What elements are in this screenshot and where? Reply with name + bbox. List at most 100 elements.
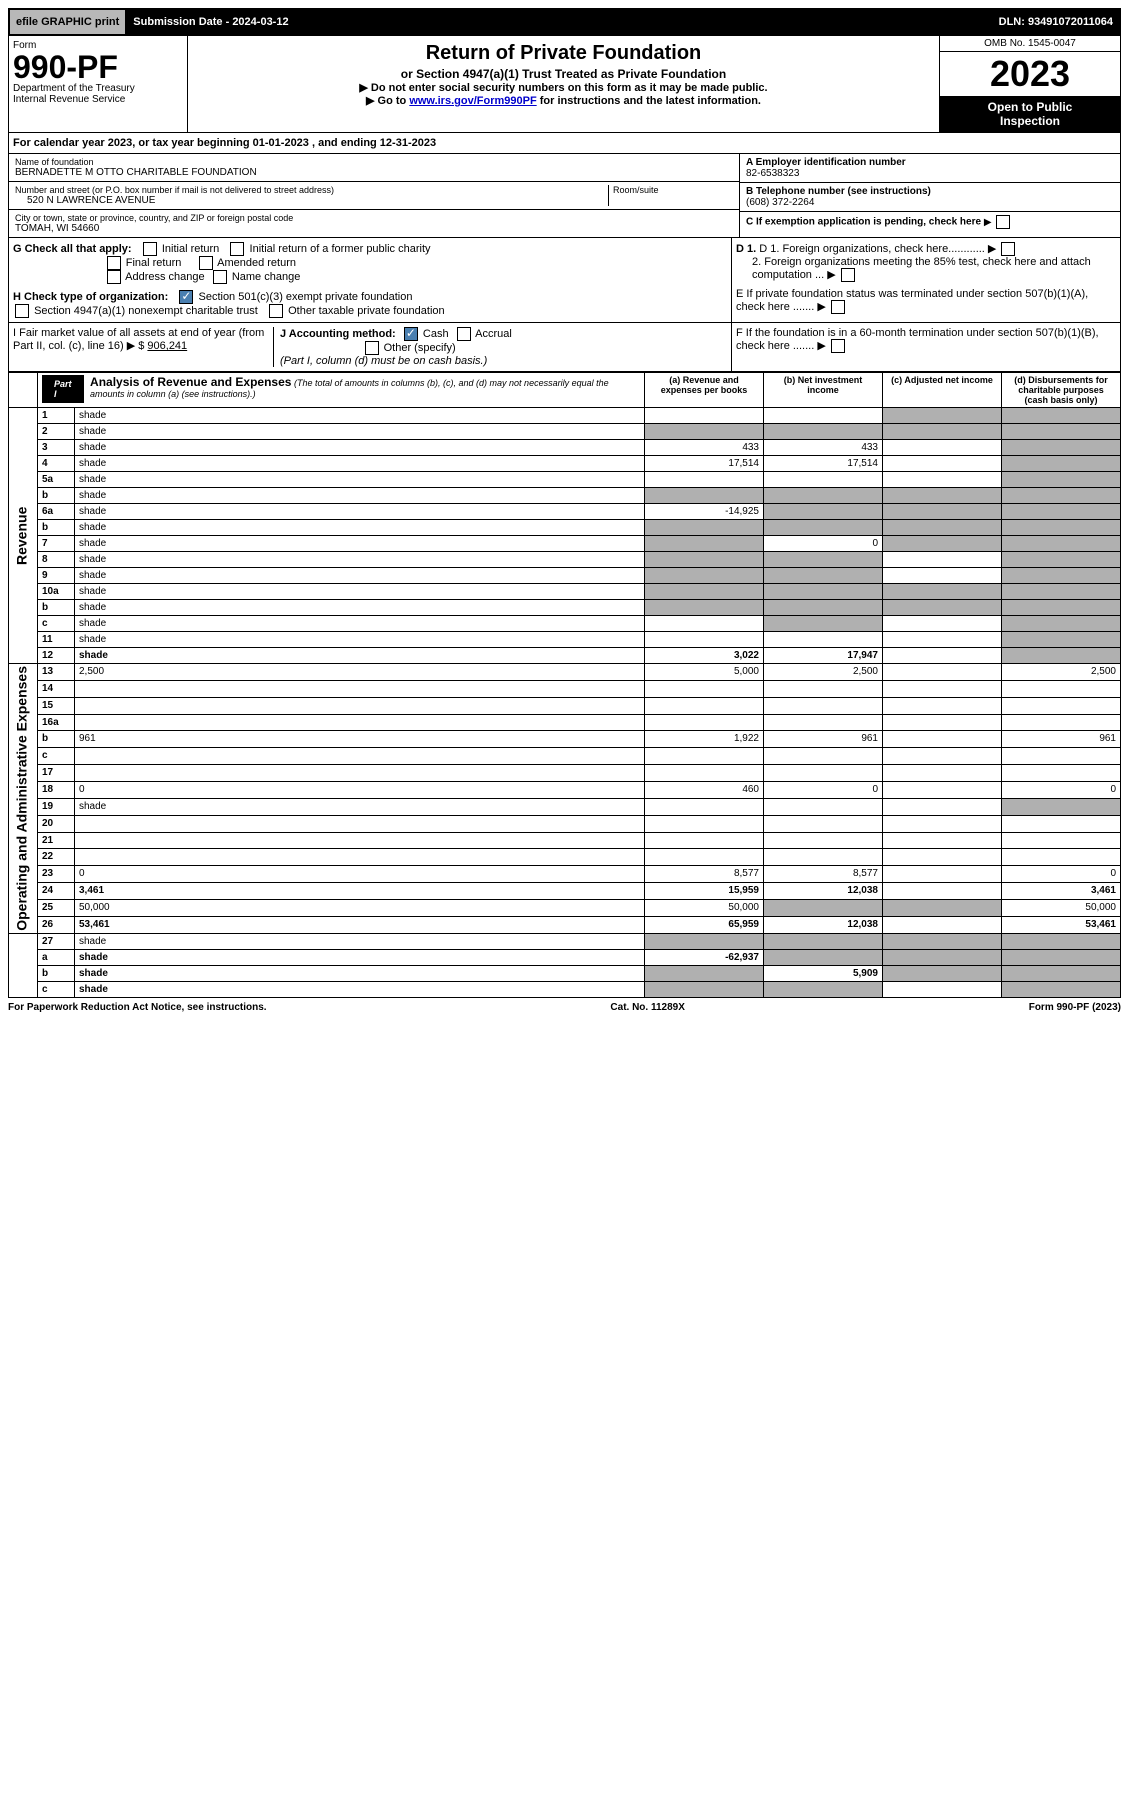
form-subtitle: or Section 4947(a)(1) Trust Treated as P… [192, 67, 935, 81]
form-title: Return of Private Foundation [192, 42, 935, 65]
table-row: 27shade [9, 933, 1121, 949]
g-row: G Check all that apply: Initial return I… [13, 242, 727, 284]
table-row: 19shade [9, 798, 1121, 815]
submission-date: Submission Date - 2024-03-12 [127, 10, 992, 34]
table-row: 5ashade [9, 472, 1121, 488]
foundation-name-cell: Name of foundation BERNADETTE M OTTO CHA… [9, 154, 739, 182]
table-row: 2550,00050,00050,000 [9, 900, 1121, 917]
h-row: H Check type of organization: Section 50… [13, 290, 727, 318]
d2-row: 2. Foreign organizations meeting the 85%… [736, 256, 1116, 282]
table-row: bshade [9, 520, 1121, 536]
i-cell: I Fair market value of all assets at end… [13, 327, 273, 367]
table-row: 22 [9, 849, 1121, 866]
table-row: 4shade17,51417,514 [9, 456, 1121, 472]
footer-left: For Paperwork Reduction Act Notice, see … [8, 1002, 267, 1013]
table-row: b9611,922961961 [9, 731, 1121, 748]
table-row: c [9, 748, 1121, 765]
checkbox-cash[interactable] [404, 327, 418, 341]
foundation-city-cell: City or town, state or province, country… [9, 210, 739, 237]
revenue-label: Revenue [9, 408, 38, 664]
footer-right: Form 990-PF (2023) [1029, 1002, 1121, 1013]
efile-label[interactable]: efile GRAPHIC print [10, 10, 127, 34]
checkbox-other[interactable] [365, 341, 379, 355]
table-row: 6ashade-14,925 [9, 504, 1121, 520]
top-bar: efile GRAPHIC print Submission Date - 20… [8, 8, 1121, 36]
expenses-label: Operating and Administrative Expenses [9, 664, 38, 934]
checkbox-other-tax[interactable] [269, 304, 283, 318]
col-c: (c) Adjusted net income [883, 373, 1002, 408]
table-row: 10ashade [9, 584, 1121, 600]
table-row: 20 [9, 815, 1121, 832]
form-id-block: Form 990-PF Department of the Treasury I… [9, 36, 188, 132]
link-irs[interactable]: www.irs.gov/Form990PF [409, 95, 536, 107]
ein-cell: A Employer identification number 82-6538… [740, 154, 1120, 183]
table-row: 3shade433433 [9, 440, 1121, 456]
checkbox-f[interactable] [831, 339, 845, 353]
j-cell: J Accounting method: Cash Accrual Other … [273, 327, 727, 367]
footer-center: Cat. No. 11289X [610, 1002, 684, 1013]
table-row: cshade [9, 616, 1121, 632]
part1-table: Part I Analysis of Revenue and Expenses … [8, 372, 1121, 998]
table-row: 14 [9, 680, 1121, 697]
year-block: OMB No. 1545-0047 2023 Open to Public In… [939, 36, 1120, 132]
table-row: 243,46115,95912,0383,461 [9, 883, 1121, 900]
table-row: 2653,46165,95912,03853,461 [9, 916, 1121, 933]
checkbox-exempt[interactable] [179, 290, 193, 304]
g-h-block: G Check all that apply: Initial return I… [8, 238, 1121, 323]
table-row: 11shade [9, 632, 1121, 648]
checkbox-d2[interactable] [841, 268, 855, 282]
i-j-block: I Fair market value of all assets at end… [8, 323, 1121, 372]
foundation-info: Name of foundation BERNADETTE M OTTO CHA… [8, 154, 1121, 238]
checkbox-name[interactable] [213, 270, 227, 284]
form-number: 990-PF [13, 51, 183, 83]
table-row: Operating and Administrative Expenses132… [9, 664, 1121, 681]
table-row: 7shade0 [9, 536, 1121, 552]
col-a: (a) Revenue and expenses per books [645, 373, 764, 408]
dept1: Department of the Treasury [13, 83, 183, 94]
checkbox-amended[interactable] [199, 256, 213, 270]
table-row: 12shade3,02217,947 [9, 648, 1121, 664]
f-cell: F If the foundation is in a 60-month ter… [731, 323, 1120, 371]
checkbox-e[interactable] [831, 300, 845, 314]
part1-label: Part I [42, 375, 84, 403]
table-row: cshade [9, 981, 1121, 997]
table-row: 15 [9, 697, 1121, 714]
phone-cell: B Telephone number (see instructions) (6… [740, 183, 1120, 212]
checkbox-c[interactable] [996, 215, 1010, 229]
table-row: 9shade [9, 568, 1121, 584]
page-footer: For Paperwork Reduction Act Notice, see … [8, 998, 1121, 1017]
dln-label: DLN: 93491072011064 [993, 10, 1119, 34]
d1-row: D 1. D 1. Foreign organizations, check h… [736, 242, 1116, 256]
checkbox-d1[interactable] [1001, 242, 1015, 256]
table-row: 2shade [9, 424, 1121, 440]
instr2: ▶ Go to www.irs.gov/Form990PF for instru… [192, 94, 935, 107]
dept2: Internal Revenue Service [13, 94, 183, 105]
table-row: Revenue1shade [9, 408, 1121, 424]
table-row: bshade [9, 600, 1121, 616]
col-d: (d) Disbursements for charitable purpose… [1002, 373, 1121, 408]
checkbox-address[interactable] [107, 270, 121, 284]
checkbox-initial[interactable] [143, 242, 157, 256]
table-row: bshade5,909 [9, 965, 1121, 981]
foundation-addr-cell: Number and street (or P.O. box number if… [9, 182, 739, 210]
checkbox-initial-former[interactable] [230, 242, 244, 256]
table-row: 17 [9, 765, 1121, 782]
table-row: 18046000 [9, 782, 1121, 799]
instr1: ▶ Do not enter social security numbers o… [192, 81, 935, 94]
calendar-year-row: For calendar year 2023, or tax year begi… [8, 133, 1121, 154]
omb-number: OMB No. 1545-0047 [940, 36, 1120, 52]
table-row: 8shade [9, 552, 1121, 568]
table-row: 2308,5778,5770 [9, 866, 1121, 883]
checkbox-accrual[interactable] [457, 327, 471, 341]
form-title-block: Return of Private Foundation or Section … [188, 36, 939, 132]
table-row: ashade-62,937 [9, 949, 1121, 965]
inspection-badge: Open to Public Inspection [940, 96, 1120, 132]
checkbox-nonexempt[interactable] [15, 304, 29, 318]
table-row: bshade [9, 488, 1121, 504]
form-header: Form 990-PF Department of the Treasury I… [8, 36, 1121, 133]
col-b: (b) Net investment income [764, 373, 883, 408]
exemption-cell: C If exemption application is pending, c… [740, 212, 1120, 232]
table-row: 21 [9, 832, 1121, 849]
tax-year: 2023 [940, 52, 1120, 96]
checkbox-final[interactable] [107, 256, 121, 270]
